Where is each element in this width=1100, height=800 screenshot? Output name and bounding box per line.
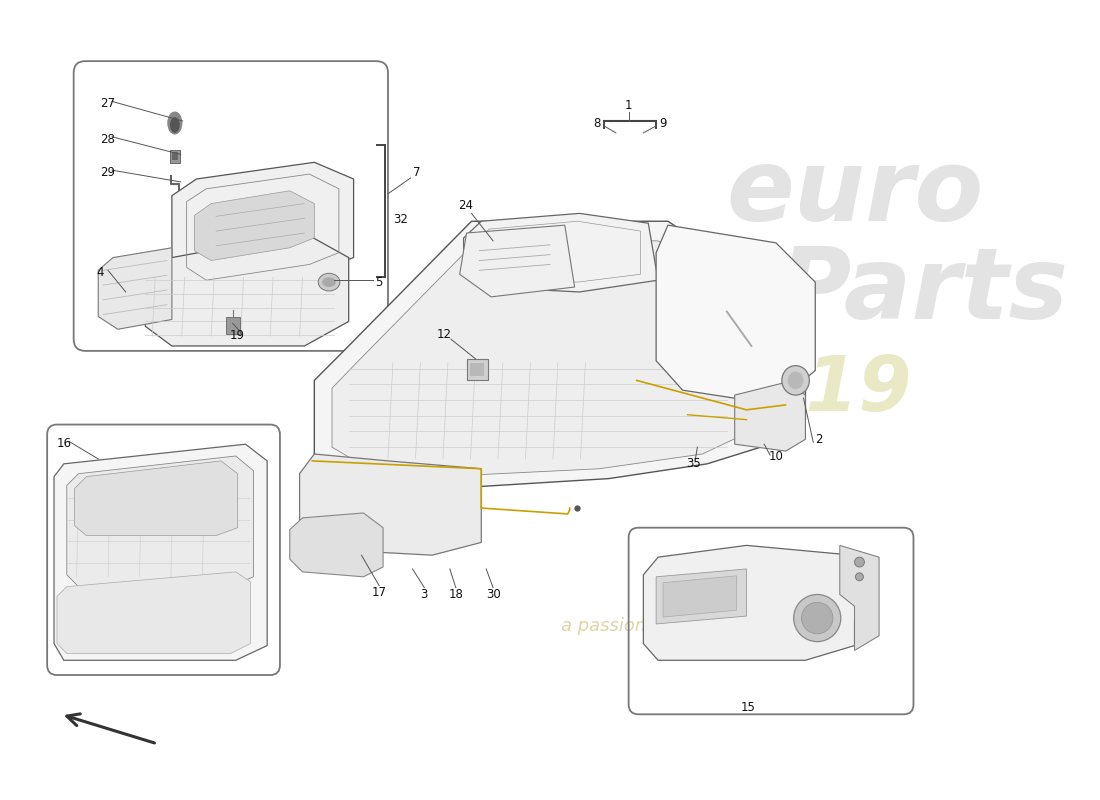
Text: 3: 3 bbox=[420, 588, 428, 601]
Ellipse shape bbox=[168, 112, 182, 134]
Bar bbox=[466, 358, 488, 380]
Polygon shape bbox=[172, 162, 353, 290]
Text: 9: 9 bbox=[659, 117, 667, 130]
Polygon shape bbox=[315, 222, 805, 486]
Text: 15: 15 bbox=[741, 701, 756, 714]
Polygon shape bbox=[463, 214, 658, 292]
Circle shape bbox=[802, 602, 833, 634]
Ellipse shape bbox=[318, 274, 340, 291]
Text: 19: 19 bbox=[230, 330, 245, 342]
Bar bbox=[169, 150, 179, 163]
Circle shape bbox=[793, 594, 840, 642]
Text: 16: 16 bbox=[57, 438, 72, 450]
Polygon shape bbox=[54, 444, 267, 660]
Bar bbox=[226, 317, 240, 334]
Text: 17: 17 bbox=[372, 586, 386, 599]
Text: Parts: Parts bbox=[778, 243, 1069, 341]
Polygon shape bbox=[332, 238, 785, 474]
Polygon shape bbox=[735, 382, 805, 451]
Text: euro: euro bbox=[726, 146, 983, 242]
Text: 35: 35 bbox=[686, 458, 701, 470]
Text: 1: 1 bbox=[625, 99, 632, 112]
Polygon shape bbox=[57, 572, 251, 654]
Bar bbox=[172, 153, 178, 160]
Polygon shape bbox=[663, 576, 737, 617]
Text: 5: 5 bbox=[375, 276, 383, 290]
Text: 2: 2 bbox=[815, 433, 823, 446]
Text: 28: 28 bbox=[100, 133, 116, 146]
Polygon shape bbox=[289, 513, 383, 577]
Text: 2019: 2019 bbox=[700, 353, 912, 427]
Text: 29: 29 bbox=[100, 166, 116, 179]
Polygon shape bbox=[75, 461, 238, 535]
Text: 8: 8 bbox=[594, 117, 601, 130]
Polygon shape bbox=[460, 225, 574, 297]
Text: 4: 4 bbox=[97, 266, 103, 279]
Text: 24: 24 bbox=[458, 199, 473, 212]
Text: a passion for parts since 1985: a passion for parts since 1985 bbox=[561, 617, 834, 635]
Text: 27: 27 bbox=[100, 98, 116, 110]
Circle shape bbox=[855, 557, 865, 567]
Text: 18: 18 bbox=[449, 588, 463, 601]
Circle shape bbox=[856, 573, 864, 581]
Ellipse shape bbox=[788, 371, 803, 389]
Polygon shape bbox=[98, 248, 172, 330]
Ellipse shape bbox=[169, 117, 179, 133]
Text: 7: 7 bbox=[412, 166, 420, 178]
Polygon shape bbox=[195, 190, 315, 261]
Ellipse shape bbox=[782, 366, 810, 395]
Polygon shape bbox=[299, 454, 482, 555]
Bar bbox=[471, 362, 484, 377]
Polygon shape bbox=[67, 456, 253, 586]
Polygon shape bbox=[145, 233, 349, 346]
Polygon shape bbox=[839, 546, 879, 650]
Polygon shape bbox=[656, 225, 815, 400]
Text: 30: 30 bbox=[486, 588, 500, 601]
Text: 12: 12 bbox=[437, 328, 451, 341]
Polygon shape bbox=[656, 569, 747, 624]
Text: 32: 32 bbox=[393, 213, 408, 226]
Polygon shape bbox=[644, 546, 875, 660]
Ellipse shape bbox=[322, 278, 335, 287]
Text: 10: 10 bbox=[769, 450, 783, 463]
